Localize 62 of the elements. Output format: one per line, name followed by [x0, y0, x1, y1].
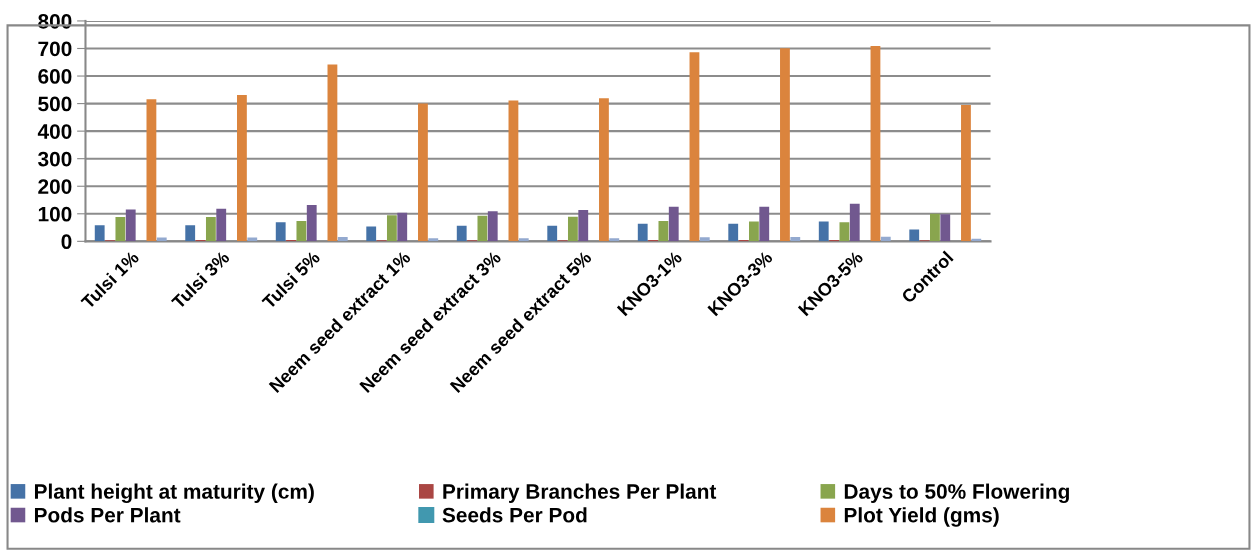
- bar: [508, 100, 519, 242]
- bar: [337, 236, 348, 242]
- bar: [306, 204, 317, 242]
- bar: [115, 217, 126, 242]
- bar: [961, 104, 971, 242]
- bar: [518, 238, 529, 242]
- bar: [275, 222, 286, 242]
- legend-label: Plant height at maturity (cm): [34, 483, 314, 504]
- bar: [609, 238, 620, 242]
- bar: [477, 215, 488, 242]
- bar: [146, 99, 157, 242]
- bar: [849, 203, 860, 242]
- bar: [397, 212, 408, 242]
- bar: [418, 103, 428, 242]
- bar: [790, 236, 801, 242]
- bar: [870, 46, 881, 242]
- bar: [185, 225, 196, 242]
- bar: [456, 225, 467, 242]
- bar: [637, 223, 648, 242]
- bar: [487, 211, 498, 242]
- bar: [668, 206, 679, 242]
- bar: [578, 209, 589, 242]
- bar: [658, 220, 669, 242]
- bar: [156, 237, 167, 242]
- bar: [205, 217, 216, 242]
- legend-label: Plot Yield (gms): [844, 507, 999, 527]
- bar: [547, 225, 558, 242]
- y-tick-label: 600: [38, 69, 72, 84]
- bar: [599, 98, 609, 242]
- bar: [749, 221, 759, 242]
- y-tick-label: 200: [38, 179, 72, 194]
- y-tick-label: 700: [38, 41, 72, 57]
- y-tick-label: 400: [37, 124, 72, 139]
- bar: [125, 209, 136, 242]
- bar: [940, 214, 951, 242]
- bar: [386, 215, 397, 242]
- y-tick-label: 300: [38, 151, 72, 167]
- bar: [567, 216, 578, 242]
- bar: [699, 237, 710, 242]
- bar: [930, 213, 940, 242]
- legend-label: Seeds Per Pod: [442, 507, 587, 523]
- y-tick-label: 500: [38, 96, 72, 112]
- bar: [216, 208, 227, 242]
- bar: [780, 48, 790, 242]
- bar: [327, 64, 338, 242]
- bar: [839, 222, 850, 242]
- legend-label: Pods Per Plant: [34, 507, 181, 523]
- bar: [818, 221, 829, 242]
- legend-label: Days to 50% Flowering: [844, 483, 1069, 504]
- bar: [909, 229, 920, 242]
- legend-label: Primary Branches Per Plant: [443, 483, 717, 503]
- bar: [247, 237, 258, 242]
- bar: [428, 238, 439, 242]
- bar: [237, 95, 247, 242]
- y-tick-label: 100: [38, 206, 72, 222]
- bar: [759, 206, 770, 242]
- bar: [728, 223, 739, 242]
- bar: [366, 226, 377, 242]
- bar: [689, 52, 700, 242]
- bar: [94, 225, 105, 242]
- y-tick-label: 0: [61, 234, 72, 250]
- bar: [296, 220, 307, 242]
